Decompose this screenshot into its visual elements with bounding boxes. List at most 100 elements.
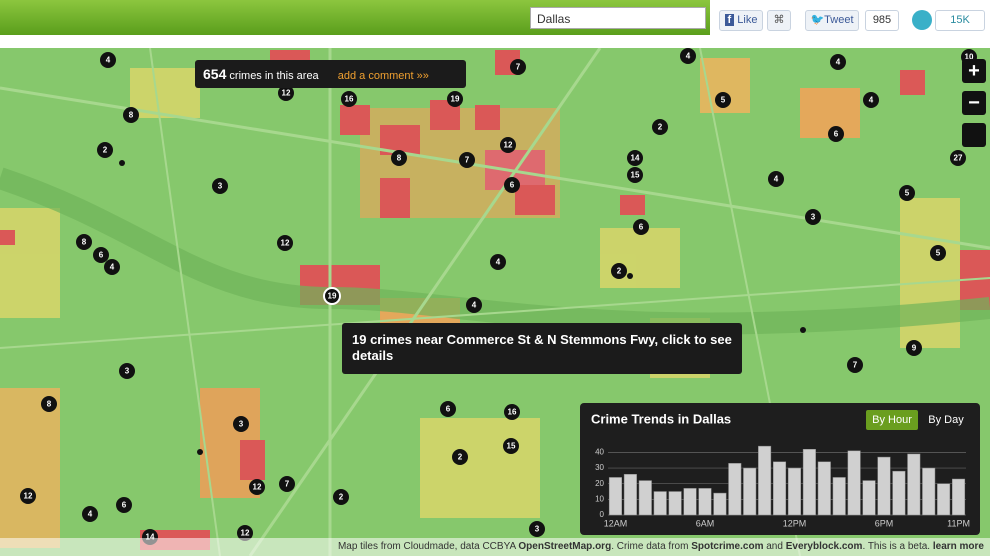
marker-label[interactable]: 4 [496, 258, 501, 267]
region-button[interactable] [962, 123, 986, 147]
marker-label[interactable]: 3 [535, 525, 540, 534]
marker-label[interactable]: 4 [472, 301, 477, 310]
marker-label[interactable]: 3 [811, 213, 816, 222]
attr-link[interactable]: OpenStreetMap.org [518, 541, 612, 552]
crime-marker[interactable] [41, 396, 57, 412]
crime-marker[interactable] [490, 254, 506, 270]
crime-marker[interactable] [278, 85, 294, 101]
marker-label[interactable]: 19 [328, 292, 337, 301]
crime-marker[interactable] [452, 449, 468, 465]
crime-marker[interactable] [950, 150, 966, 166]
crime-marker[interactable] [341, 91, 357, 107]
crime-marker[interactable] [466, 297, 482, 313]
by-hour-label[interactable]: By Hour [872, 414, 912, 426]
crime-marker[interactable] [97, 142, 113, 158]
crime-marker[interactable] [627, 167, 643, 183]
crime-marker[interactable] [459, 152, 475, 168]
learn-more[interactable]: learn more [932, 541, 984, 552]
crime-marker[interactable] [828, 126, 844, 142]
share-button[interactable]: ⌘ [767, 10, 791, 31]
crime-marker[interactable] [116, 497, 132, 513]
crime-marker[interactable] [863, 92, 879, 108]
marker-label[interactable]: 4 [836, 58, 841, 67]
marker-label[interactable]: 3 [239, 420, 244, 429]
marker-label[interactable]: 16 [508, 408, 517, 417]
marker-label[interactable]: 15 [507, 442, 516, 451]
marker-label[interactable]: 16 [345, 95, 354, 104]
marker-label[interactable]: 8 [47, 400, 52, 409]
marker-label[interactable]: 8 [82, 238, 87, 247]
crime-marker[interactable] [233, 416, 249, 432]
marker-label[interactable]: 6 [639, 223, 644, 232]
crime-marker[interactable] [333, 489, 349, 505]
marker-label[interactable]: 14 [631, 154, 640, 163]
crime-marker[interactable] [123, 107, 139, 123]
zoom-in[interactable]: + [962, 59, 986, 83]
crime-marker[interactable] [440, 401, 456, 417]
marker-label[interactable]: 14 [146, 533, 155, 542]
marker-label[interactable]: 2 [458, 453, 463, 462]
zoom-out[interactable]: − [962, 91, 986, 115]
marker-label[interactable]: 6 [834, 130, 839, 139]
crime-marker[interactable] [633, 219, 649, 235]
crime-marker[interactable] [76, 234, 92, 250]
crime-marker[interactable] [715, 92, 731, 108]
marker-label[interactable]: 6 [122, 501, 127, 510]
crime-marker[interactable] [504, 404, 520, 420]
crime-marker[interactable] [212, 178, 228, 194]
marker-label[interactable]: 15 [631, 171, 640, 180]
marker-label[interactable]: 27 [954, 154, 963, 163]
marker-label[interactable]: 2 [658, 123, 663, 132]
crime-marker[interactable] [652, 119, 668, 135]
crime-marker[interactable] [529, 521, 545, 537]
marker-label[interactable]: 3 [218, 182, 223, 191]
marker-label[interactable]: 10 [965, 53, 974, 62]
crime-marker[interactable] [237, 525, 253, 541]
marker-label[interactable]: 19 [451, 95, 460, 104]
crime-marker[interactable] [20, 488, 36, 504]
crime-marker[interactable] [504, 177, 520, 193]
by-day-label[interactable]: By Day [928, 414, 964, 426]
attr-link[interactable]: Spotcrime.com [691, 541, 764, 552]
marker-label[interactable]: 2 [339, 493, 344, 502]
marker-label[interactable]: 4 [869, 96, 874, 105]
crime-marker[interactable] [830, 54, 846, 70]
marker-label[interactable]: 12 [281, 239, 290, 248]
crime-marker[interactable] [930, 245, 946, 261]
marker-label[interactable]: 3 [125, 367, 130, 376]
marker-label[interactable]: 12 [241, 529, 250, 538]
marker-label[interactable]: 7 [853, 361, 858, 370]
marker-label[interactable]: 5 [936, 249, 941, 258]
attr-link[interactable]: Everyblock.com [785, 541, 863, 552]
marker-label[interactable]: 9 [912, 344, 917, 353]
marker-label[interactable]: 12 [504, 141, 513, 150]
crime-marker[interactable] [503, 438, 519, 454]
marker-label[interactable]: 12 [253, 483, 262, 492]
marker-label[interactable]: 7 [465, 156, 470, 165]
crime-marker[interactable] [510, 59, 526, 75]
crime-marker[interactable] [82, 506, 98, 522]
crime-marker[interactable] [805, 209, 821, 225]
marker-label[interactable]: 6 [99, 251, 104, 260]
crime-marker[interactable] [768, 171, 784, 187]
crime-marker[interactable] [279, 476, 295, 492]
crime-marker[interactable] [627, 150, 643, 166]
marker-label[interactable]: 5 [721, 96, 726, 105]
marker-label[interactable]: 12 [24, 492, 33, 501]
crime-marker[interactable] [906, 340, 922, 356]
marker-label[interactable]: 7 [516, 63, 521, 72]
marker-label[interactable]: 4 [774, 175, 779, 184]
by-hour-button[interactable] [866, 410, 918, 430]
crime-marker[interactable] [447, 91, 463, 107]
marker-label[interactable]: 2 [617, 267, 622, 276]
crime-marker[interactable] [899, 185, 915, 201]
share-icon[interactable] [912, 10, 932, 30]
marker-label[interactable]: 4 [110, 263, 115, 272]
marker-label[interactable]: 8 [129, 111, 134, 120]
marker-label[interactable]: 4 [686, 52, 691, 61]
crime-marker[interactable] [100, 52, 116, 68]
crime-marker[interactable] [323, 287, 341, 305]
crime-marker[interactable] [93, 247, 109, 263]
crime-marker[interactable] [277, 235, 293, 251]
crime-marker[interactable] [104, 259, 120, 275]
